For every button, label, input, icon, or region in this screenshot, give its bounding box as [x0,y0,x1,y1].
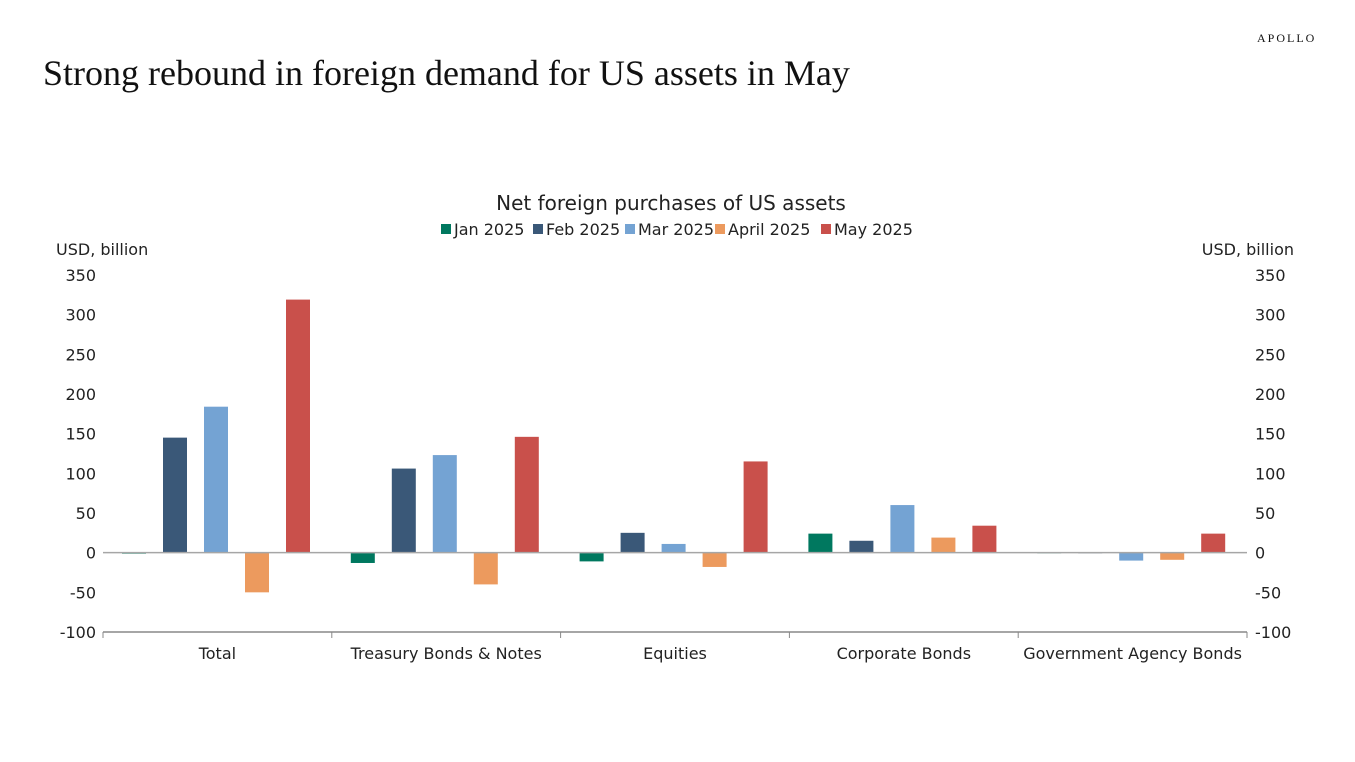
bar-feb-2025 [391,468,416,553]
x-tick-label: Total [198,644,236,663]
x-tick-label: Government Agency Bonds [1023,644,1242,663]
bar-mar-2025 [1119,552,1144,561]
x-tick-label: Treasury Bonds & Notes [350,644,542,663]
bar-may-2025 [743,461,768,553]
legend-swatch [441,224,451,234]
y-tick-label-right: 200 [1255,385,1286,404]
y-tick-label-right: 50 [1255,504,1275,523]
y-tick-label-right: 0 [1255,544,1265,563]
slide-title: Strong rebound in foreign demand for US … [43,53,850,93]
bar-jan-2025 [579,552,604,562]
legend-swatch [625,224,635,234]
chart-title: Net foreign purchases of US assets [496,191,846,215]
y-tick-label-left: 200 [65,385,96,404]
x-tick-label: Corporate Bonds [837,644,971,663]
y-tick-label-left: 250 [65,345,96,364]
bar-mar-2025 [661,543,686,553]
bar-april-2025 [1160,552,1185,560]
y-tick-label-left: 50 [76,504,96,523]
y-axis-label-right: USD, billion [1202,240,1294,259]
y-tick-label-left: 100 [65,464,96,483]
bar-feb-2025 [620,532,645,553]
legend-label: April 2025 [728,220,810,239]
y-tick-label-right: -50 [1255,583,1281,602]
legend-swatch [533,224,543,234]
bar-april-2025 [245,552,269,593]
legend: Jan 2025 Feb 2025 Mar 2025 April 2025 May 20… [441,220,913,239]
brand-logo: APOLLO [1257,31,1317,45]
bar-feb-2025 [849,540,874,553]
bar-may-2025 [286,299,310,553]
legend-label: Mar 2025 [638,220,714,239]
bar-april-2025 [931,537,956,553]
y-tick-label-left: -50 [70,583,96,602]
y-tick-label-right: -100 [1255,623,1291,642]
bar-jan-2025 [350,552,375,563]
y-tick-label-left: 150 [65,425,96,444]
bar-jan-2025 [808,533,833,553]
legend-swatch [715,224,725,234]
y-tick-label-right: 250 [1255,345,1286,364]
legend-label: Jan 2025 [453,220,524,239]
y-axis-label-left: USD, billion [56,240,148,259]
y-tick-label-left: 0 [86,544,96,563]
bar-may-2025 [972,525,997,553]
x-tick-label: Equities [643,644,707,663]
bar-feb-2025 [163,437,187,553]
bar-april-2025 [702,552,727,567]
bar-mar-2025 [890,505,915,553]
y-tick-label-left: -100 [60,623,96,642]
legend-label: May 2025 [834,220,913,239]
bar-mar-2025 [204,406,228,553]
y-tick-label-left: 300 [65,306,96,325]
y-tick-label-right: 350 [1255,266,1286,285]
legend-label: Feb 2025 [546,220,620,239]
bar-may-2025 [514,436,539,553]
bar-mar-2025 [432,455,457,553]
y-tick-label-right: 300 [1255,306,1286,325]
legend-swatch [821,224,831,234]
y-tick-label-right: 100 [1255,464,1286,483]
y-tick-label-right: 150 [1255,425,1286,444]
bar-may-2025 [1201,533,1226,553]
bar-april-2025 [473,552,498,585]
y-tick-label-left: 350 [65,266,96,285]
